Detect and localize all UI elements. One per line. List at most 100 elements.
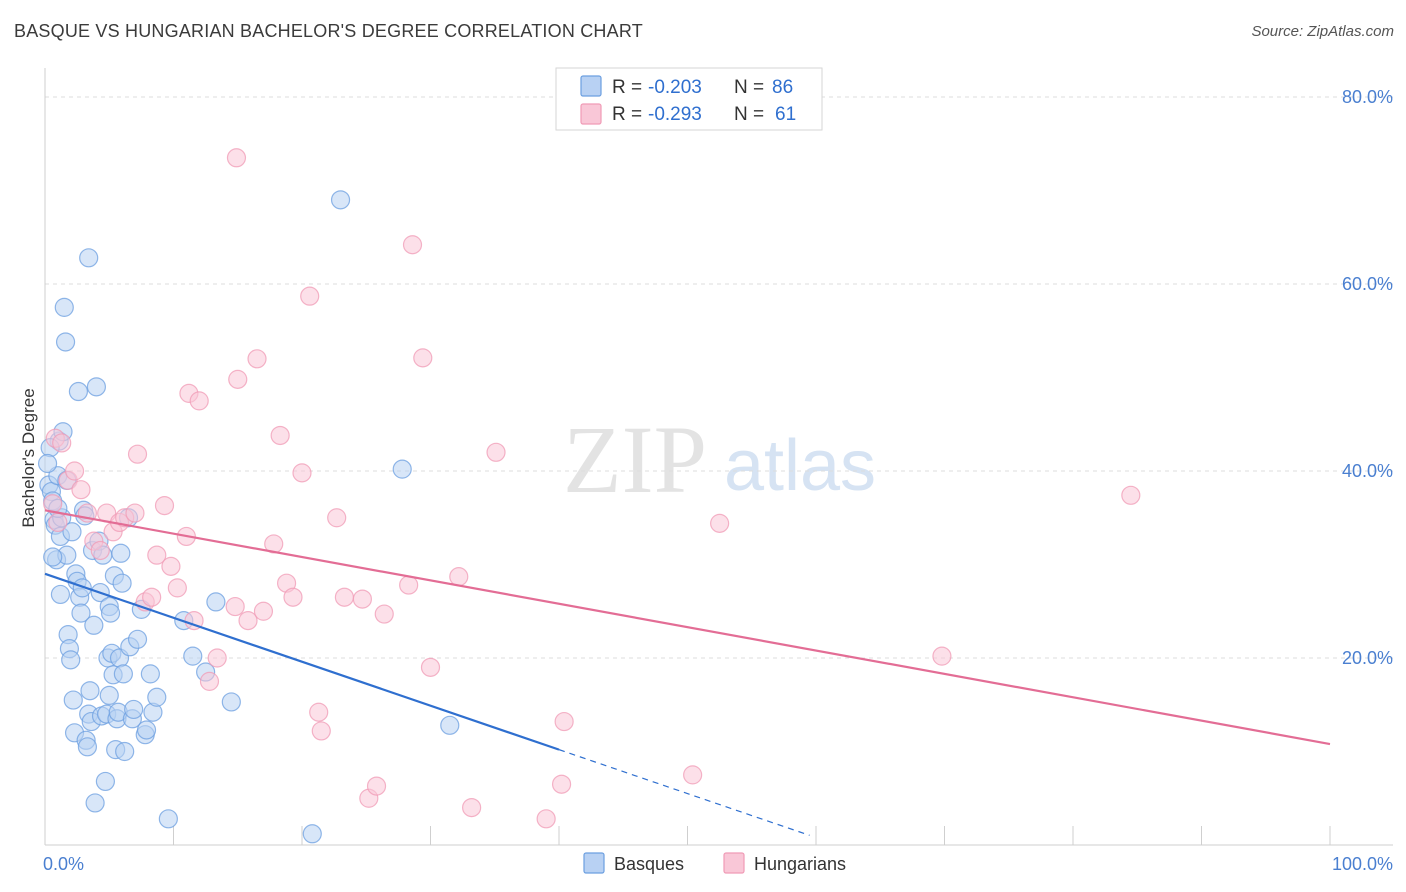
hungarians-point[interactable]: [402, 235, 423, 255]
basques-point[interactable]: [86, 377, 107, 397]
basques-point[interactable]: [72, 578, 92, 598]
hungarians-point[interactable]: [366, 776, 387, 796]
basques-point[interactable]: [37, 453, 58, 474]
basques-point[interactable]: [84, 615, 104, 635]
legend-n-value-hungarians: 61: [775, 104, 796, 125]
basques-point[interactable]: [50, 584, 71, 605]
hungarians-point[interactable]: [48, 512, 68, 533]
basques-point[interactable]: [113, 664, 133, 684]
legend-key-basques-swatch[interactable]: [583, 852, 605, 874]
hungarians-point[interactable]: [225, 596, 245, 617]
basques-point[interactable]: [85, 793, 105, 813]
hungarians-point[interactable]: [374, 604, 394, 624]
basques-point[interactable]: [183, 646, 203, 666]
hungarians-point[interactable]: [1121, 485, 1141, 505]
basques-point[interactable]: [62, 522, 82, 542]
hungarians-point[interactable]: [462, 797, 482, 818]
hungarians-point[interactable]: [207, 648, 227, 668]
basques-point[interactable]: [68, 381, 89, 402]
hungarians-point[interactable]: [292, 463, 312, 483]
basques-point[interactable]: [80, 681, 100, 701]
hungarians-point[interactable]: [449, 567, 469, 587]
hungarians-point[interactable]: [127, 444, 148, 464]
hungarians-point[interactable]: [226, 148, 247, 168]
hungarians-point[interactable]: [683, 765, 703, 785]
basques-point[interactable]: [136, 720, 157, 740]
hungarians-points: [43, 148, 1141, 829]
hungarians-point[interactable]: [420, 657, 441, 677]
basques-point[interactable]: [95, 771, 115, 792]
legend-swatch-basques: [580, 75, 602, 97]
basques-trend-line: [44, 572, 560, 751]
basques-point[interactable]: [111, 543, 131, 563]
source-label: Source: ZipAtlas.com: [1251, 23, 1394, 40]
y-axis-title: Bachelor's Degree: [19, 388, 38, 527]
hungarians-point[interactable]: [167, 578, 187, 598]
legend-key-hungarians-swatch[interactable]: [723, 852, 745, 874]
hungarians-point[interactable]: [270, 425, 290, 446]
hungarians-point[interactable]: [413, 348, 433, 368]
watermark-zip: ZIP: [563, 406, 707, 513]
basques-point[interactable]: [440, 715, 460, 735]
basques-point[interactable]: [100, 603, 121, 623]
hungarians-point[interactable]: [253, 601, 274, 621]
basques-point[interactable]: [55, 332, 76, 352]
hungarians-point[interactable]: [161, 556, 181, 576]
hungarians-point[interactable]: [238, 610, 258, 631]
hungarians-point[interactable]: [199, 671, 220, 691]
basques-point[interactable]: [124, 699, 144, 720]
legend-key-basques-label[interactable]: Basques: [614, 854, 684, 874]
hungarians-point[interactable]: [334, 587, 355, 607]
basques-point[interactable]: [71, 603, 91, 623]
legend-r-value-hungarians: -0.293: [648, 104, 702, 125]
hungarians-point[interactable]: [551, 774, 572, 794]
hungarians-point[interactable]: [300, 286, 320, 306]
basques-point[interactable]: [115, 741, 135, 762]
basques-point[interactable]: [140, 664, 160, 684]
basques-point[interactable]: [302, 824, 322, 844]
basques-point[interactable]: [43, 547, 63, 567]
hungarians-point[interactable]: [64, 461, 85, 481]
hungarians-point[interactable]: [52, 433, 72, 453]
hungarians-point[interactable]: [486, 442, 506, 462]
hungarians-point[interactable]: [90, 540, 110, 561]
basques-point[interactable]: [158, 809, 178, 829]
hungarians-point[interactable]: [283, 587, 303, 607]
chart-title: BASQUE VS HUNGARIAN BACHELOR'S DEGREE CO…: [14, 21, 643, 41]
basques-point[interactable]: [330, 190, 351, 210]
hungarians-point[interactable]: [352, 589, 372, 609]
hungarians-point[interactable]: [142, 587, 162, 607]
hungarians-point[interactable]: [399, 575, 419, 595]
basques-point[interactable]: [61, 650, 81, 670]
hungarians-point[interactable]: [327, 508, 347, 528]
basques-point[interactable]: [77, 737, 98, 757]
basques-point[interactable]: [79, 248, 99, 268]
basques-point[interactable]: [99, 685, 119, 706]
basques-point[interactable]: [127, 629, 148, 649]
basques-point[interactable]: [392, 459, 412, 479]
basques-point[interactable]: [206, 592, 226, 612]
hungarians-point[interactable]: [932, 646, 952, 666]
trend-lines: [44, 509, 1331, 836]
hungarians-point[interactable]: [309, 702, 329, 722]
basques-point[interactable]: [147, 687, 167, 707]
hungarians-point[interactable]: [147, 545, 167, 565]
hungarians-trend-line: [44, 509, 1331, 746]
basques-point[interactable]: [221, 692, 241, 712]
basques-point[interactable]: [112, 573, 132, 593]
watermark-atlas: atlas: [724, 426, 876, 506]
hungarians-point[interactable]: [710, 513, 730, 533]
hungarians-point[interactable]: [554, 711, 574, 732]
basques-point[interactable]: [63, 690, 83, 710]
hungarians-point[interactable]: [311, 721, 331, 741]
hungarians-point[interactable]: [189, 391, 209, 411]
legend-key-hungarians-label[interactable]: Hungarians: [754, 854, 846, 874]
hungarians-point[interactable]: [125, 503, 145, 523]
hungarians-point[interactable]: [154, 495, 175, 516]
hungarians-point[interactable]: [536, 809, 556, 829]
hungarians-point[interactable]: [247, 349, 267, 369]
hungarians-point[interactable]: [71, 480, 91, 500]
basques-point[interactable]: [54, 297, 74, 317]
hungarians-point[interactable]: [228, 369, 248, 389]
